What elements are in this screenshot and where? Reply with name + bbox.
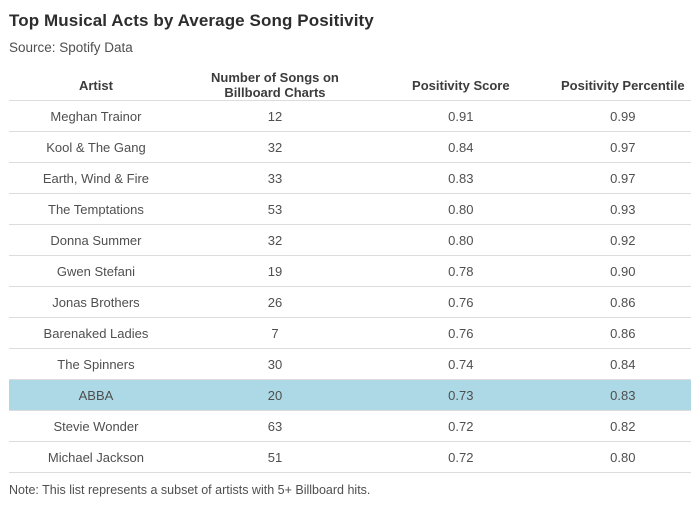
cell-songs: 33 [182,162,368,195]
table-row: Meghan Trainor 12 0.91 0.99 [9,100,691,133]
cell-artist: Jonas Brothers [9,286,183,319]
column-header-positivity-percentile: Positivity Percentile [554,70,691,102]
cell-artist: Gwen Stefani [9,255,183,288]
cell-score: 0.91 [367,100,555,133]
cell-percentile: 0.83 [554,379,691,412]
cell-score: 0.83 [367,162,555,195]
cell-percentile: 0.84 [554,348,691,381]
table-header-row: Artist Number of Songs on Billboard Char… [9,70,691,102]
cell-score: 0.76 [367,286,555,319]
cell-score: 0.73 [367,379,555,412]
cell-songs: 32 [182,131,368,164]
cell-percentile: 0.80 [554,441,691,474]
cell-songs: 32 [182,224,368,257]
cell-songs: 7 [182,317,368,350]
cell-songs: 19 [182,255,368,288]
table-row: Donna Summer 32 0.80 0.92 [9,224,691,257]
table-row: Earth, Wind & Fire 33 0.83 0.97 [9,162,691,195]
cell-score: 0.76 [367,317,555,350]
cell-percentile: 0.86 [554,286,691,319]
table-row: Stevie Wonder 63 0.72 0.82 [9,410,691,443]
source-label: Source: Spotify Data [9,40,133,56]
cell-score: 0.84 [367,131,555,164]
cell-artist: Donna Summer [9,224,183,257]
cell-percentile: 0.93 [554,193,691,226]
positivity-table-graphic: Top Musical Acts by Average Song Positiv… [9,11,691,498]
cell-artist: The Temptations [9,193,183,226]
footnote: Note: This list represents a subset of a… [9,483,371,498]
cell-percentile: 0.92 [554,224,691,257]
cell-percentile: 0.86 [554,317,691,350]
cell-percentile: 0.99 [554,100,691,133]
table-row: Gwen Stefani 19 0.78 0.90 [9,255,691,288]
cell-artist: Earth, Wind & Fire [9,162,183,195]
cell-percentile: 0.90 [554,255,691,288]
cell-songs: 63 [182,410,368,443]
column-header-artist: Artist [9,70,183,102]
cell-artist: Michael Jackson [9,441,183,474]
table-row: Jonas Brothers 26 0.76 0.86 [9,286,691,319]
column-header-positivity-score: Positivity Score [367,70,555,102]
cell-artist: Meghan Trainor [9,100,183,133]
column-header-songs: Number of Songs on Billboard Charts [182,70,368,102]
cell-artist: The Spinners [9,348,183,381]
cell-percentile: 0.82 [554,410,691,443]
cell-score: 0.74 [367,348,555,381]
cell-artist: ABBA [9,379,183,412]
cell-score: 0.80 [367,193,555,226]
cell-songs: 26 [182,286,368,319]
table-row: The Spinners 30 0.74 0.84 [9,348,691,381]
cell-score: 0.80 [367,224,555,257]
cell-percentile: 0.97 [554,131,691,164]
table-row: The Temptations 53 0.80 0.93 [9,193,691,226]
cell-score: 0.72 [367,441,555,474]
cell-songs: 51 [182,441,368,474]
table-row: Kool & The Gang 32 0.84 0.97 [9,131,691,164]
cell-score: 0.78 [367,255,555,288]
cell-songs: 30 [182,348,368,381]
cell-songs: 53 [182,193,368,226]
table-row: Barenaked Ladies 7 0.76 0.86 [9,317,691,350]
cell-percentile: 0.97 [554,162,691,195]
page-title: Top Musical Acts by Average Song Positiv… [9,11,374,30]
cell-score: 0.72 [367,410,555,443]
table-row: Michael Jackson 51 0.72 0.80 [9,441,691,474]
cell-songs: 20 [182,379,368,412]
cell-artist: Stevie Wonder [9,410,183,443]
cell-artist: Barenaked Ladies [9,317,183,350]
cell-artist: Kool & The Gang [9,131,183,164]
table-body: Meghan Trainor 12 0.91 0.99 Kool & The Gang 3… [9,100,691,474]
cell-songs: 12 [182,100,368,133]
table-row: ABBA 20 0.73 0.83 [9,379,691,412]
positivity-table: Artist Number of Songs on Billboard Char… [9,70,691,474]
